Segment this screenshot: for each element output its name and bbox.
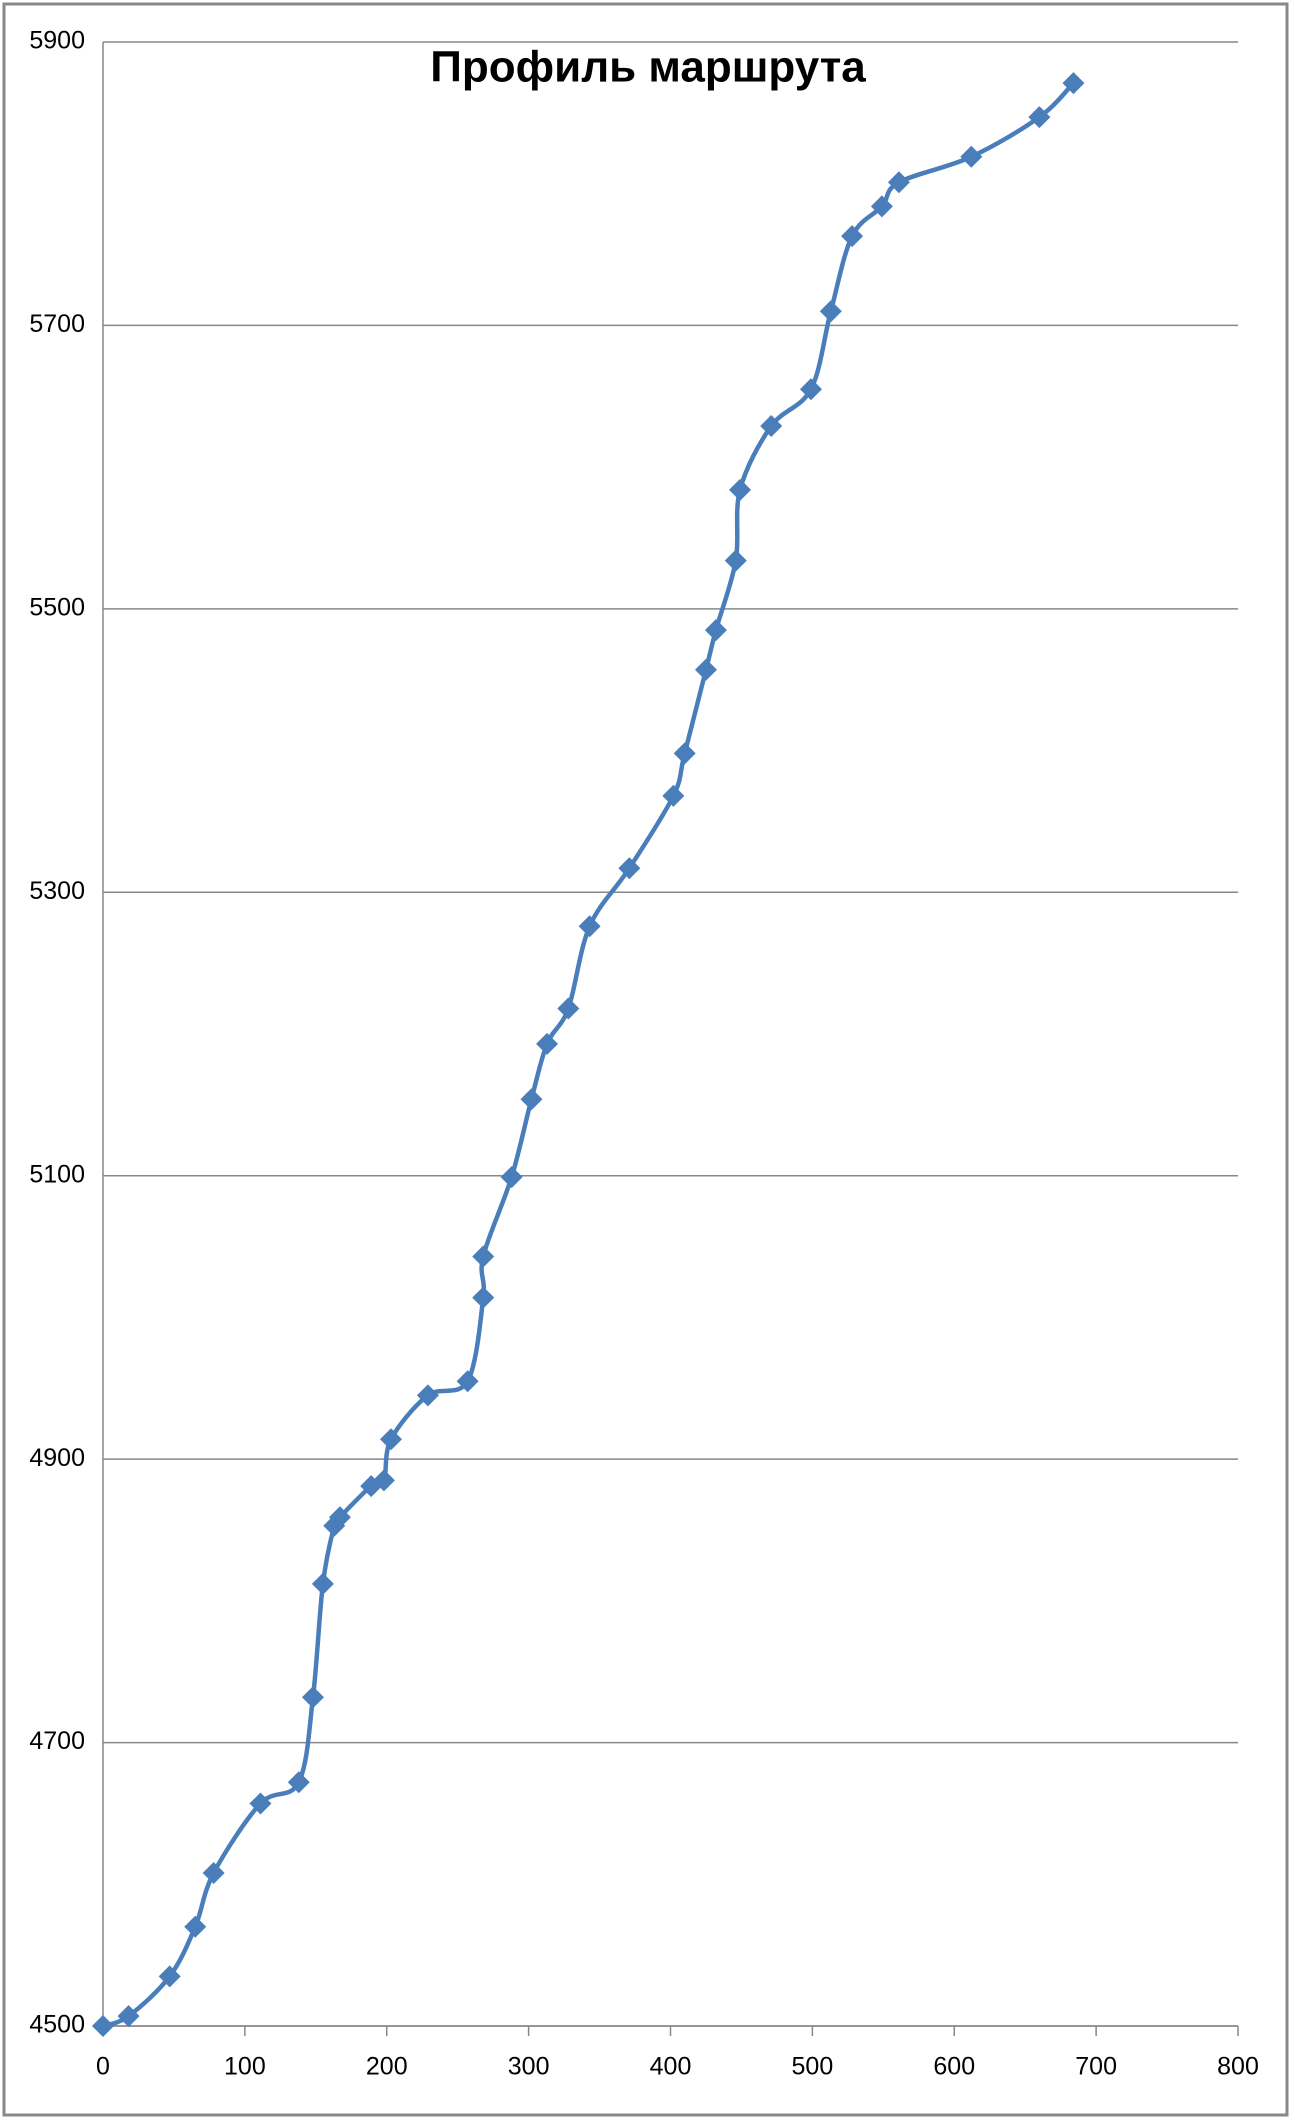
x-tick-label: 500 — [792, 2053, 834, 2081]
point-marker — [662, 784, 685, 807]
point-marker — [704, 619, 727, 642]
point-marker — [472, 1245, 495, 1268]
x-tick-label: 0 — [96, 2053, 110, 2081]
point-marker — [960, 145, 983, 168]
x-tick-label: 700 — [1075, 2053, 1117, 2081]
point-marker — [500, 1166, 523, 1189]
point-marker — [372, 1469, 395, 1492]
point-marker — [380, 1428, 403, 1451]
point-marker — [1028, 106, 1051, 129]
y-tick-label: 4700 — [29, 1727, 85, 1755]
point-marker — [724, 549, 747, 572]
point-marker — [870, 195, 893, 218]
y-tick-label: 4500 — [29, 2011, 85, 2039]
point-marker — [799, 378, 822, 401]
point-marker — [557, 997, 580, 1020]
point-marker — [729, 478, 752, 501]
point-marker — [158, 1965, 181, 1988]
x-tick-label: 400 — [650, 2053, 692, 2081]
y-tick-label: 5900 — [29, 27, 85, 55]
point-marker — [673, 742, 696, 765]
point-marker — [311, 1572, 334, 1595]
point-marker — [301, 1686, 324, 1709]
chart-title: Профиль маршрута — [430, 43, 866, 92]
point-marker — [841, 225, 864, 248]
x-tick-label: 300 — [508, 2053, 550, 2081]
point-marker — [819, 300, 842, 323]
x-tick-label: 100 — [224, 2053, 266, 2081]
point-marker — [1062, 72, 1085, 95]
point-marker — [760, 415, 783, 438]
point-marker — [578, 915, 601, 938]
y-tick-label: 5700 — [29, 310, 85, 338]
point-marker — [536, 1032, 559, 1055]
x-tick-label: 200 — [366, 2053, 408, 2081]
x-tick-label: 600 — [933, 2053, 975, 2081]
point-marker — [202, 1861, 225, 1884]
y-tick-label: 5300 — [29, 877, 85, 905]
x-tick-label: 800 — [1217, 2053, 1259, 2081]
point-marker — [520, 1088, 543, 1111]
point-marker — [249, 1792, 272, 1815]
point-marker — [887, 171, 910, 194]
point-marker — [416, 1384, 439, 1407]
point-marker — [184, 1915, 207, 1938]
point-marker — [456, 1370, 479, 1393]
y-tick-label: 5500 — [29, 593, 85, 621]
point-marker — [618, 857, 641, 880]
point-marker — [92, 2015, 114, 2037]
point-marker — [694, 658, 717, 681]
point-marker — [328, 1506, 351, 1529]
y-tick-label: 4900 — [29, 1444, 85, 1472]
y-tick-label: 5100 — [29, 1160, 85, 1188]
point-marker — [287, 1771, 310, 1794]
point-marker — [472, 1286, 495, 1309]
point-marker — [117, 2005, 140, 2028]
